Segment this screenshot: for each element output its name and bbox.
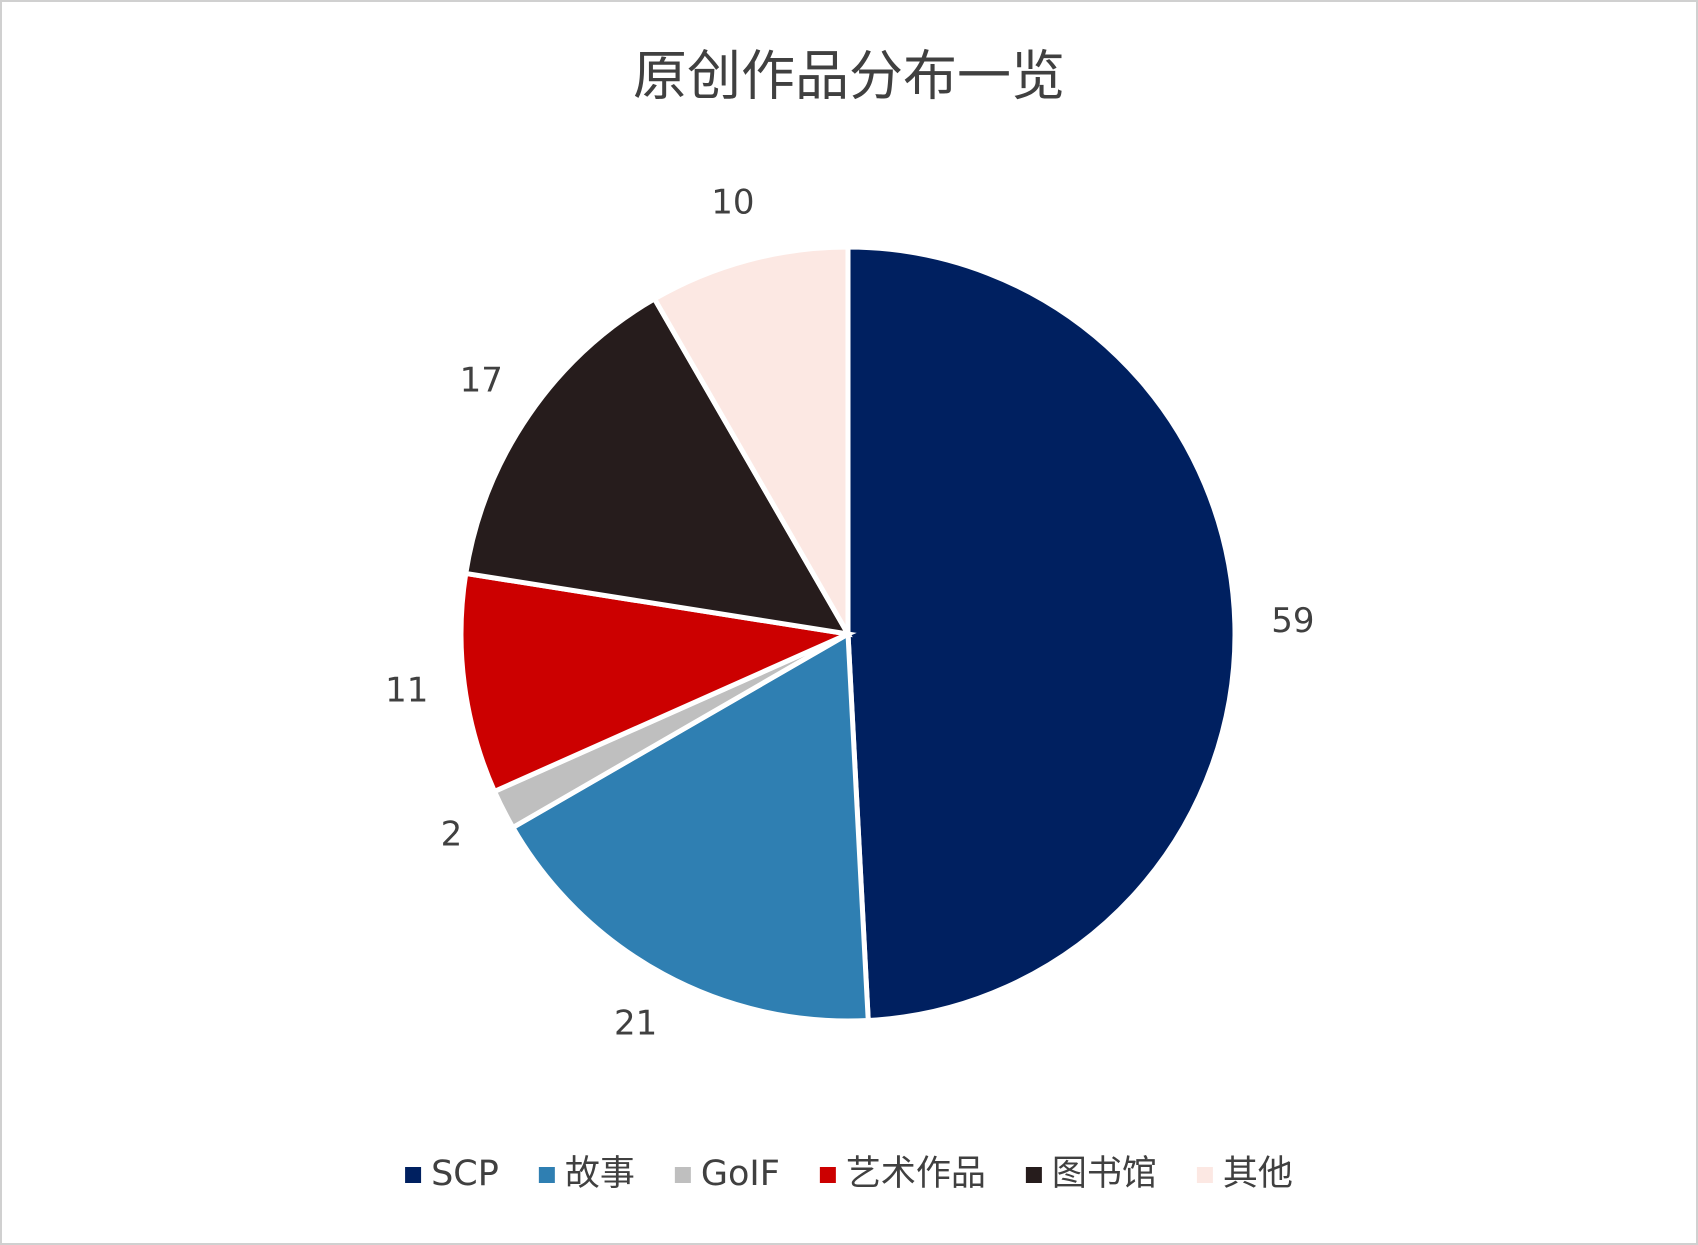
pie-slice bbox=[458, 570, 857, 795]
data-label: 10 bbox=[711, 183, 754, 223]
legend-label: 图书馆 bbox=[1052, 1154, 1157, 1194]
data-label: 21 bbox=[614, 1004, 657, 1044]
data-label: 59 bbox=[1271, 601, 1314, 641]
legend-label: 艺术作品 bbox=[846, 1154, 986, 1194]
legend-swatch bbox=[538, 1167, 555, 1183]
legend-swatch bbox=[674, 1167, 691, 1183]
pie-slice bbox=[651, 244, 851, 644]
legend-label: 其他 bbox=[1223, 1154, 1293, 1194]
legend-swatch bbox=[405, 1167, 422, 1183]
legend-swatch bbox=[1196, 1167, 1213, 1183]
data-label: 2 bbox=[441, 815, 463, 855]
pie-slice bbox=[509, 629, 871, 1024]
data-label: 11 bbox=[385, 671, 428, 711]
legend-label: GoIF bbox=[701, 1154, 780, 1194]
legend-swatch bbox=[1025, 1167, 1042, 1183]
data-label: 17 bbox=[460, 360, 503, 400]
pie-slice bbox=[462, 295, 853, 638]
legend-label: SCP bbox=[431, 1154, 499, 1194]
chart-title: 原创作品分布一览 bbox=[633, 45, 1065, 108]
legend-label: 故事 bbox=[565, 1154, 635, 1194]
pie-slice bbox=[845, 244, 1238, 1024]
legend-swatch bbox=[819, 1167, 836, 1183]
